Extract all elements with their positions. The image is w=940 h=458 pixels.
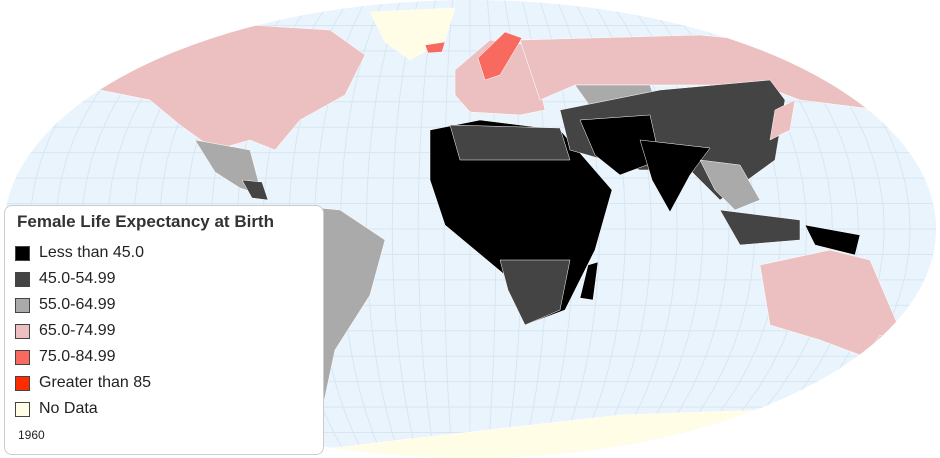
legend-label: 45.0-54.99 (39, 270, 116, 287)
legend-swatch (15, 297, 30, 313)
region-middle-east[interactable] (579, 114, 661, 176)
region-japan[interactable] (769, 99, 796, 141)
legend-swatch (15, 349, 30, 365)
legend-title: Female Life Expectancy at Birth (17, 212, 274, 231)
legend-label: 55.0-64.99 (39, 296, 116, 313)
legend-swatch (15, 401, 30, 417)
meridian-line (443, 0, 454, 458)
meridian-line (391, 0, 419, 458)
region-india[interactable] (639, 139, 711, 213)
legend-item[interactable]: 75.0-84.99 (15, 344, 313, 370)
legend-swatch (15, 375, 30, 391)
region-iceland[interactable] (424, 41, 446, 54)
legend-label: Less than 45.0 (39, 244, 144, 261)
year-label: 1960 (18, 428, 45, 442)
region-north-africa[interactable] (449, 124, 571, 161)
legend-item[interactable]: Less than 45.0 (15, 240, 313, 266)
legend-label: Greater than 85 (39, 374, 152, 391)
region-scandinavia[interactable] (477, 31, 523, 81)
legend: Female Life Expectancy at Birth Less tha… (4, 205, 324, 455)
legend-swatch (15, 323, 30, 339)
region-central-america-dark[interactable] (241, 179, 269, 201)
legend-label: No Data (39, 400, 98, 417)
legend-item[interactable]: Greater than 85 (15, 370, 313, 396)
legend-item[interactable]: 65.0-74.99 (15, 318, 313, 344)
meridian-line (417, 0, 436, 458)
region-new-guinea[interactable] (804, 224, 861, 256)
legend-item[interactable]: 45.0-54.99 (15, 266, 313, 292)
region-se-asia[interactable] (699, 159, 761, 211)
region-southern-africa[interactable] (499, 259, 571, 326)
legend-label: 75.0-84.99 (39, 348, 116, 365)
legend-item[interactable]: No Data (15, 396, 313, 422)
legend-item[interactable]: 55.0-64.99 (15, 292, 313, 318)
legend-label: 65.0-74.99 (39, 322, 116, 339)
legend-swatch (15, 271, 30, 287)
legend-swatch (15, 245, 30, 261)
region-indonesia[interactable] (719, 209, 801, 246)
region-madagascar[interactable] (579, 261, 599, 301)
